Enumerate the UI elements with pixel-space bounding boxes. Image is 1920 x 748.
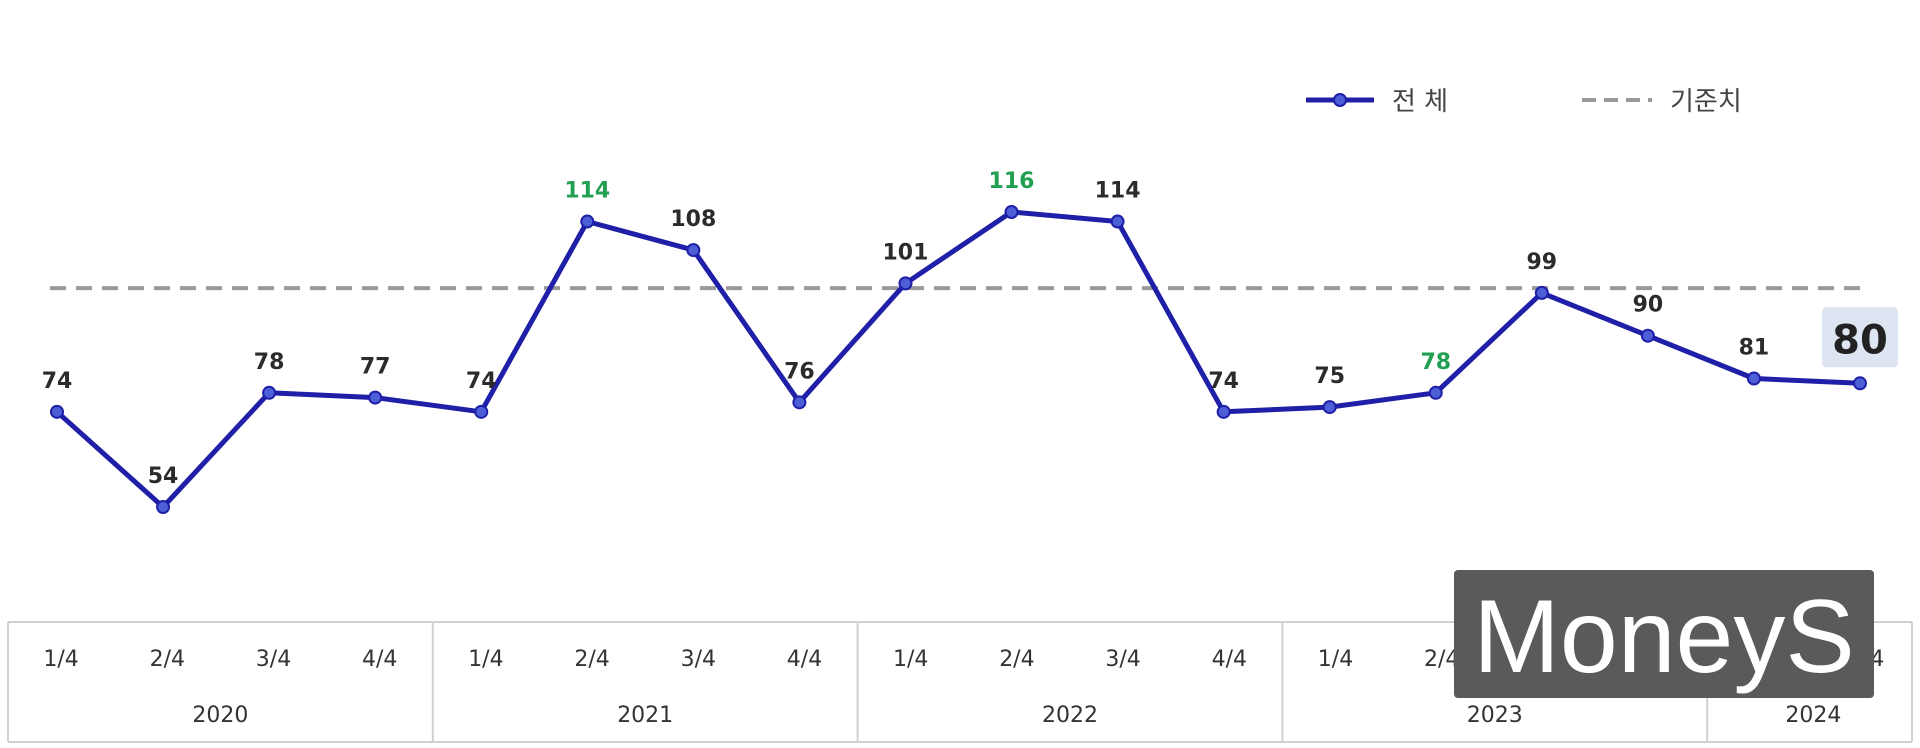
x-tick-label: 4/4 (787, 647, 822, 672)
x-tick-label: 2/4 (1424, 647, 1459, 672)
series-points (50, 205, 1867, 514)
legend-baseline-label: 기준치 (1670, 87, 1742, 117)
data-label: 74 (1208, 369, 1239, 394)
data-label: 90 (1633, 293, 1664, 318)
series-line-total (55, 209, 1861, 510)
legend-series-marker (1333, 93, 1347, 107)
data-point (1746, 371, 1761, 386)
data-point (1322, 400, 1337, 415)
data-label: 77 (360, 355, 391, 380)
data-label: 54 (148, 464, 179, 489)
x-tick-label: 1/4 (893, 647, 928, 672)
x-tick-label: 1/4 (1318, 647, 1353, 672)
data-point (1110, 214, 1125, 229)
data-point (792, 395, 807, 410)
data-point (50, 404, 64, 419)
data-label: 76 (784, 359, 815, 384)
legend-series-label: 전 체 (1392, 87, 1448, 117)
watermark: MoneyS (1454, 570, 1874, 698)
legend: 전 체 기준치 (1306, 87, 1742, 117)
x-tick-label: 2/4 (574, 647, 609, 672)
data-label: 116 (989, 169, 1035, 194)
x-tick-label: 1/4 (468, 647, 503, 672)
x-tick-label: 4/4 (362, 647, 397, 672)
watermark-text: MoneyS (1473, 579, 1855, 695)
value-labels: 74 54 78 77 74 114 108 76 101 116 114 74 75 78 99 90 81 (42, 169, 1770, 489)
x-tick-label: 3/4 (256, 647, 291, 672)
data-point (1640, 328, 1655, 343)
x-tick-label: 1/4 (43, 647, 78, 672)
x-tick-label: 3/4 (681, 647, 716, 672)
data-point (1853, 376, 1867, 391)
data-point (474, 404, 489, 419)
data-label: 75 (1314, 364, 1345, 389)
last-value-label: 80 (1832, 317, 1888, 363)
data-point (1004, 205, 1019, 219)
data-label: 81 (1739, 336, 1770, 361)
data-label: 114 (564, 179, 610, 204)
data-label: 108 (670, 207, 716, 232)
data-label: 99 (1527, 250, 1558, 275)
data-label: 74 (42, 369, 73, 394)
year-label: 2022 (1042, 703, 1098, 728)
data-point (368, 390, 383, 405)
data-point (1216, 404, 1231, 419)
last-value-badge (1822, 307, 1898, 368)
year-label: 2021 (617, 703, 673, 728)
data-label: 78 (1420, 350, 1451, 375)
watermark-background (1454, 570, 1874, 698)
data-point (898, 276, 913, 291)
year-labels: 2020 2021 2022 2023 2024 (192, 703, 1841, 728)
x-tick-label: 2/4 (150, 647, 185, 672)
x-tick-label: 2/4 (999, 647, 1034, 672)
year-label: 2024 (1785, 703, 1841, 728)
x-tick-label: 3/4 (1105, 647, 1140, 672)
data-point (1534, 285, 1549, 300)
data-point (580, 214, 595, 229)
data-label: 78 (254, 350, 285, 375)
data-point (156, 500, 171, 514)
data-label: 101 (883, 240, 929, 265)
x-tick-label: 4/4 (1212, 647, 1247, 672)
year-label: 2023 (1467, 703, 1523, 728)
data-label: 114 (1095, 179, 1141, 204)
year-label: 2020 (192, 703, 248, 728)
data-point (262, 385, 277, 400)
data-point (1428, 385, 1443, 400)
data-label: 74 (466, 369, 497, 394)
data-point (686, 243, 701, 258)
